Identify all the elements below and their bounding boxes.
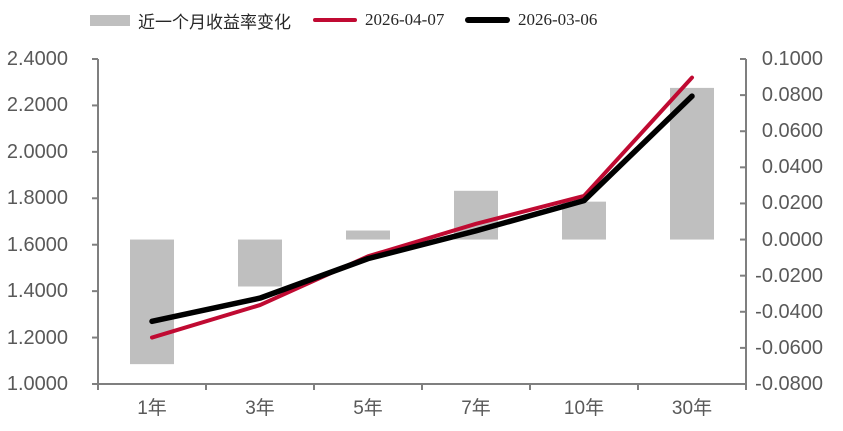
left-axis-tick-label: 1.2000 <box>6 326 68 349</box>
bar-monthly-change <box>346 230 390 240</box>
right-axis-tick-label: -0.0200 <box>755 264 823 287</box>
right-axis-tick-label: 0.1000 <box>761 48 823 70</box>
legend-label: 2026-04-07 <box>365 10 445 29</box>
left-axis-tick-label: 2.4000 <box>6 48 68 70</box>
legend-bar-swatch-icon <box>90 14 130 26</box>
legend-item-current-date: 2026-04-07 <box>313 7 444 33</box>
right-axis-tick-label: 0.0800 <box>761 84 823 107</box>
x-axis-category-label: 3年 <box>245 398 275 419</box>
bar-monthly-change <box>238 239 282 287</box>
right-axis-tick-label: 0.0600 <box>761 120 823 143</box>
x-axis-category-label: 30年 <box>671 398 713 419</box>
right-axis-tick-label: 0.0200 <box>761 192 823 215</box>
series-line-current <box>150 75 694 340</box>
right-axis-tick-label: -0.0800 <box>755 373 823 395</box>
right-axis-tick-label: 0.0000 <box>761 228 823 251</box>
legend-black-line-swatch-icon <box>465 17 510 23</box>
left-axis-tick-label: 2.2000 <box>6 94 68 117</box>
left-axis-tick-label: 1.4000 <box>6 280 68 303</box>
x-axis-category-label: 1年 <box>137 398 167 419</box>
right-axis-tick-label: -0.0400 <box>755 300 823 323</box>
legend-label: 2026-03-06 <box>518 10 598 29</box>
right-axis-tick-label: -0.0600 <box>755 336 823 359</box>
bar-monthly-change <box>130 239 174 365</box>
legend-item-monthly-change: 近一个月收益率变化 <box>90 7 291 33</box>
x-axis-category-label: 7年 <box>461 398 491 419</box>
left-axis-tick-label: 2.0000 <box>6 140 68 163</box>
legend-item-previous-date: 2026-03-06 <box>465 7 597 33</box>
series-line-previous <box>149 93 695 325</box>
left-axis-tick-label: 1.6000 <box>6 233 68 256</box>
left-axis-tick-label: 1.0000 <box>6 373 68 395</box>
legend-red-line-swatch-icon <box>313 18 357 22</box>
left-axis-tick-label: 1.8000 <box>6 187 68 210</box>
bar-monthly-change <box>562 201 606 240</box>
x-axis-category-label: 10年 <box>563 398 605 419</box>
right-axis-tick-label: 0.0400 <box>761 156 823 179</box>
x-axis-category-label: 5年 <box>353 398 383 419</box>
legend-label: 近一个月收益率变化 <box>138 12 291 32</box>
